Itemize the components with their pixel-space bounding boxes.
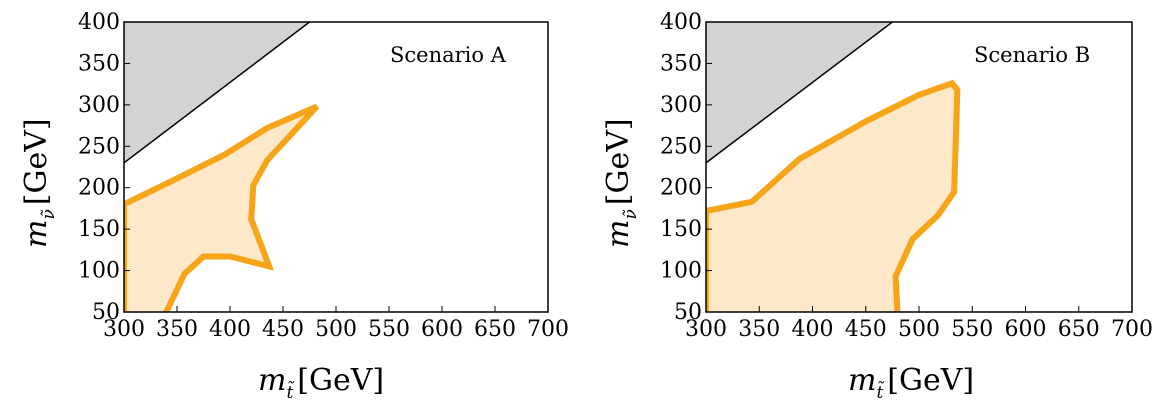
y-tick-label: 250 [78, 134, 120, 159]
x-tick-label: 600 [421, 317, 463, 342]
x-tick-label: 550 [368, 317, 410, 342]
y-tick-label: 100 [78, 259, 120, 284]
scenario-label: Scenario B [974, 43, 1090, 67]
y-tick-label: 350 [660, 51, 702, 76]
excluded-boundary-line [124, 22, 310, 164]
x-tick-label: 600 [1005, 317, 1047, 342]
panel-scenario-a: 300 350 400 450 500 550 600 650 700 50 100 150 200 2… [19, 10, 569, 400]
y-axis-ticks: 50 100 150 200 250 300 350 400 [78, 10, 130, 325]
y-tick-label: 350 [78, 51, 120, 76]
y-tick-label: 250 [660, 134, 702, 159]
y-tick-label: 200 [660, 176, 702, 201]
y-tick-label: 100 [660, 259, 702, 284]
x-tick-label: 650 [1058, 317, 1100, 342]
scenario-label: Scenario A [390, 43, 507, 67]
excluded-boundary-line [706, 22, 893, 164]
y-tick-label: 400 [78, 10, 120, 35]
y-tick-label: 50 [674, 300, 702, 325]
sensitivity-region [124, 103, 320, 312]
x-tick-label: 500 [898, 317, 940, 342]
x-tick-label: 350 [738, 317, 780, 342]
x-axis-ticks: 300 350 400 450 500 550 600 650 700 [685, 306, 1153, 342]
y-tick-label: 50 [92, 300, 120, 325]
x-tick-label: 300 [685, 317, 727, 342]
y-tick-label: 400 [660, 10, 702, 35]
y-tick-label: 150 [78, 217, 120, 242]
y-axis-label: mν̃[GeV] [19, 118, 59, 248]
x-tick-label: 300 [103, 317, 145, 342]
sensitivity-region [706, 79, 961, 312]
y-axis-ticks: 50 100 150 200 250 300 350 400 [660, 10, 712, 325]
y-tick-label: 200 [78, 176, 120, 201]
x-tick-label: 400 [792, 317, 834, 342]
x-tick-label: 550 [951, 317, 993, 342]
x-tick-label: 450 [262, 317, 304, 342]
y-tick-label: 300 [78, 93, 120, 118]
x-tick-label: 700 [1111, 317, 1153, 342]
x-tick-label: 650 [474, 317, 516, 342]
x-tick-label: 500 [315, 317, 357, 342]
x-axis-label: mt̃ [GeV] [258, 363, 384, 400]
panel-scenario-b: 300 350 400 450 500 550 600 650 700 50 100 150 200 2… [601, 10, 1153, 400]
x-tick-label: 700 [527, 317, 569, 342]
x-tick-label: 350 [156, 317, 198, 342]
y-axis-label: mν̃[GeV] [601, 118, 641, 248]
x-tick-label: 450 [845, 317, 887, 342]
y-tick-label: 150 [660, 217, 702, 242]
x-tick-label: 400 [209, 317, 251, 342]
x-axis-ticks: 300 350 400 450 500 550 600 650 700 [103, 306, 569, 342]
y-tick-label: 300 [660, 93, 702, 118]
x-axis-label: mt̃ [GeV] [848, 363, 974, 400]
